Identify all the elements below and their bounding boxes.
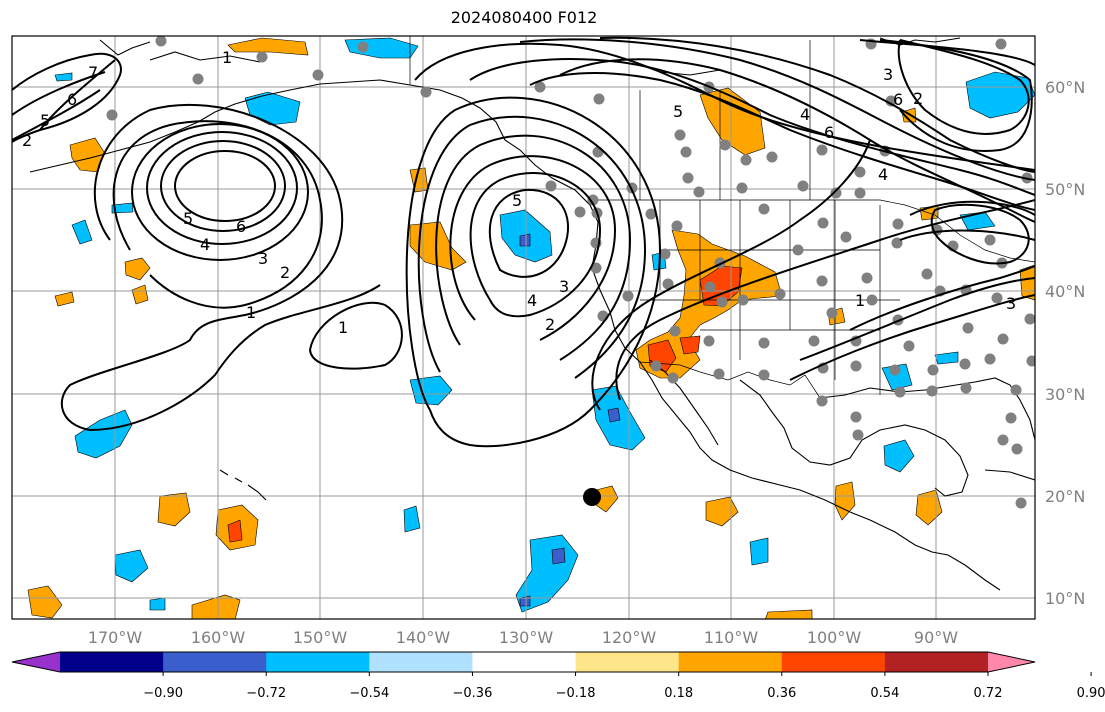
svg-text:6: 6 xyxy=(824,123,834,142)
svg-text:3: 3 xyxy=(1006,294,1016,313)
lon-tick-label: 140°W xyxy=(396,628,451,647)
colorbar-tick-label: −0.54 xyxy=(349,686,389,701)
latitude-tick-labels: 60°N 50°N 40°N 30°N 20°N 10°N xyxy=(1045,78,1085,608)
lon-tick-label: 130°W xyxy=(499,628,554,647)
colorbar-tick-label: −0.90 xyxy=(143,686,183,701)
svg-text:2: 2 xyxy=(545,315,555,334)
colorbar-segment xyxy=(266,652,370,672)
svg-text:6: 6 xyxy=(236,217,246,236)
lat-tick-label: 50°N xyxy=(1045,180,1085,199)
colorbar-segment xyxy=(369,652,473,672)
colorbar-tick-label: 0.72 xyxy=(974,686,1003,701)
contour-labels: 5 4 6 3 2 1 1 5 4 3 2 5 4 6 4 3 6 2 1 3 … xyxy=(22,48,1016,337)
negative-anomaly-shading xyxy=(54,37,1035,613)
lon-tick-label: 120°W xyxy=(602,628,657,647)
svg-text:4: 4 xyxy=(200,235,210,254)
colorbar-segment xyxy=(163,652,267,672)
svg-text:1: 1 xyxy=(222,48,232,67)
colorbar-min-extension xyxy=(12,652,60,672)
lat-tick-label: 60°N xyxy=(1045,78,1085,97)
svg-text:3: 3 xyxy=(559,277,569,296)
lon-tick-label: 110°W xyxy=(704,628,759,647)
colorbar-outline xyxy=(11,651,1036,673)
positive-anomaly-shading xyxy=(27,37,1035,619)
svg-text:5: 5 xyxy=(183,209,193,228)
colorbar-tick-label: −0.36 xyxy=(453,686,493,701)
colorbar-tick-label: 0.18 xyxy=(664,686,693,701)
map-background xyxy=(12,36,1035,619)
svg-text:3: 3 xyxy=(883,65,893,84)
svg-text:4: 4 xyxy=(800,105,810,124)
colorbar-segment xyxy=(678,652,783,672)
colorbar-segment xyxy=(781,652,886,672)
lon-tick-label: 150°W xyxy=(293,628,348,647)
svg-text:5: 5 xyxy=(512,191,522,210)
observation-stations xyxy=(106,36,1035,509)
svg-text:5: 5 xyxy=(673,102,683,121)
map-frame xyxy=(11,35,1036,620)
colorbar-labels: −0.90 −0.72 −0.54 −0.36 −0.18 0.18 0.36 0.54 0.7… xyxy=(143,672,1105,701)
svg-text:1: 1 xyxy=(855,291,865,310)
colorbar-segment xyxy=(60,652,164,672)
lon-tick-label: 170°W xyxy=(88,628,143,647)
svg-text:2: 2 xyxy=(913,89,923,108)
colorbar xyxy=(11,651,1036,673)
colorbar-tick-label: 0.36 xyxy=(767,686,796,701)
svg-text:2: 2 xyxy=(22,131,32,150)
svg-text:2: 2 xyxy=(280,263,290,282)
colorbar-tick-label: 0.90 xyxy=(1077,686,1105,701)
svg-text:6: 6 xyxy=(67,90,77,109)
map-graticule xyxy=(12,36,1035,619)
svg-text:1: 1 xyxy=(246,303,256,322)
svg-text:5: 5 xyxy=(40,111,50,130)
map-title: 2024080400 F012 xyxy=(450,8,598,27)
svg-text:4: 4 xyxy=(527,291,537,310)
lon-tick-label: 160°W xyxy=(191,628,246,647)
svg-text:7: 7 xyxy=(88,63,98,82)
lat-tick-label: 30°N xyxy=(1045,385,1085,404)
colorbar-max-extension xyxy=(988,652,1035,672)
lon-tick-label: 100°W xyxy=(807,628,862,647)
storm-marker xyxy=(583,488,601,506)
colorbar-segment xyxy=(472,652,577,672)
contour-lines xyxy=(12,36,1035,448)
svg-text:3: 3 xyxy=(258,249,268,268)
colorbar-segment xyxy=(575,652,680,672)
colorbar-tick-label: −0.72 xyxy=(246,686,286,701)
colorbar-tick-label: −0.18 xyxy=(556,686,596,701)
colorbar-segment xyxy=(884,652,989,672)
svg-text:4: 4 xyxy=(878,165,888,184)
lat-tick-label: 40°N xyxy=(1045,282,1085,301)
lat-tick-label: 20°N xyxy=(1045,487,1085,506)
lon-tick-label: 90°W xyxy=(914,628,958,647)
longitude-tick-labels: 170°W 160°W 150°W 140°W 130°W 120°W 110°W 100°W… xyxy=(88,628,958,647)
lat-tick-label: 10°N xyxy=(1045,589,1085,608)
svg-text:1: 1 xyxy=(338,318,348,337)
colorbar-tick-label: 0.54 xyxy=(870,686,899,701)
svg-text:6: 6 xyxy=(893,90,903,109)
